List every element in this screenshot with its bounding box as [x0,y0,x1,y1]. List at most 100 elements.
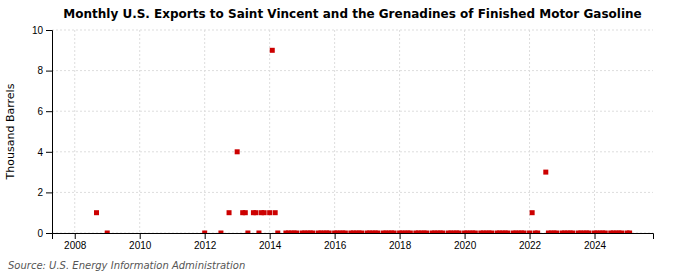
plot-area: 2008201020122014201620182020202220240246… [32,25,654,251]
y-tick-label: 8 [37,65,43,76]
point [457,231,462,234]
point [202,231,207,234]
x-tick-mark [270,233,271,239]
x-tick: 2024 [584,233,607,251]
point [273,210,278,215]
x-grid-line [529,30,530,233]
x-axis-line [53,234,654,240]
x-tick-label: 2024 [584,240,607,251]
x-tick-label: 2022 [519,240,542,251]
x-grid-line [139,30,140,233]
point [94,210,99,215]
source-note: Source: U.S. Energy Information Administ… [8,260,245,271]
x-grid-line [334,30,335,233]
y-axis-line [46,31,53,234]
point [473,231,478,234]
point [375,231,380,234]
y-tick: 10 [32,25,52,36]
y-tick-mark [46,71,52,72]
y-axis: 0246810 [32,25,53,239]
y-tick: 8 [37,65,52,76]
x-axis: 2008 2010 2012 2014 2016 2018 2020 2022 2024 [53,233,654,251]
y-tick-mark [46,111,52,112]
x-tick-mark [75,233,76,239]
x-grid-line [594,30,595,233]
point [530,210,535,215]
x-grid-line [464,30,465,233]
point [359,231,364,234]
x-grid-line [74,30,75,233]
x-tick: 2016 [324,233,347,251]
point [343,231,348,234]
point [627,231,632,234]
point [619,231,624,234]
x-tick-label: 2008 [64,240,87,251]
x-tick-label: 2018 [389,240,412,251]
point [543,170,548,175]
x-tick-label: 2014 [259,240,282,251]
y-tick-mark [46,192,52,193]
y-tick-label: 2 [37,187,43,198]
x-tick: 2008 [64,233,87,251]
x-tick-label: 2010 [129,240,152,251]
point [440,231,445,234]
points [94,48,632,233]
title: Monthly U.S. Exports to Saint Vincent an… [63,7,641,21]
y-tick-label: 4 [37,147,43,158]
y-grid-line [52,192,653,193]
point [327,231,332,234]
x-tick: 2012 [194,233,217,251]
x-tick-mark [595,233,596,239]
x-grid-line [204,30,205,233]
point [254,210,259,215]
point [554,231,559,234]
point [235,149,240,154]
x-tick: 2010 [129,233,152,251]
point [105,231,110,234]
y-tick: 4 [37,147,52,158]
y-tick-label: 10 [32,25,44,36]
y-grid-line [52,30,653,31]
point [535,231,540,234]
y-grid-line [52,70,653,71]
y-grid-line [52,111,653,112]
point [522,231,527,234]
point [408,231,413,234]
y-tick-mark [46,233,52,234]
point [603,231,608,234]
x-grid-line [399,30,400,233]
x-grid-line [269,30,270,233]
y-tick: 0 [37,228,52,239]
chart-svg: 2008201020122014201620182020202220240246… [0,0,675,275]
point [294,231,299,234]
y-axis-label: Thousand Barrels [4,83,17,180]
y-grid-line [52,151,653,152]
x-tick: 2020 [454,233,477,251]
point [243,210,248,215]
x-tick-label: 2012 [194,240,217,251]
x-tick: 2022 [519,233,542,251]
point [527,231,532,234]
point [489,231,494,234]
y-tick: 2 [37,187,52,198]
point [218,231,223,234]
point [270,48,275,53]
x-tick: 2014 [259,233,282,251]
grid [52,30,653,233]
x-tick-mark [400,233,401,239]
y-tick-mark [46,30,52,31]
point [587,231,592,234]
point [310,231,315,234]
x-tick: 2018 [389,233,412,251]
x-tick-mark [465,233,466,239]
point [256,231,261,234]
point [505,231,510,234]
point [245,231,250,234]
point [275,231,280,234]
point [424,231,429,234]
y-tick-mark [46,152,52,153]
y-tick-label: 0 [37,228,43,239]
x-tick-mark [205,233,206,239]
point [570,231,575,234]
x-tick-label: 2020 [454,240,477,251]
